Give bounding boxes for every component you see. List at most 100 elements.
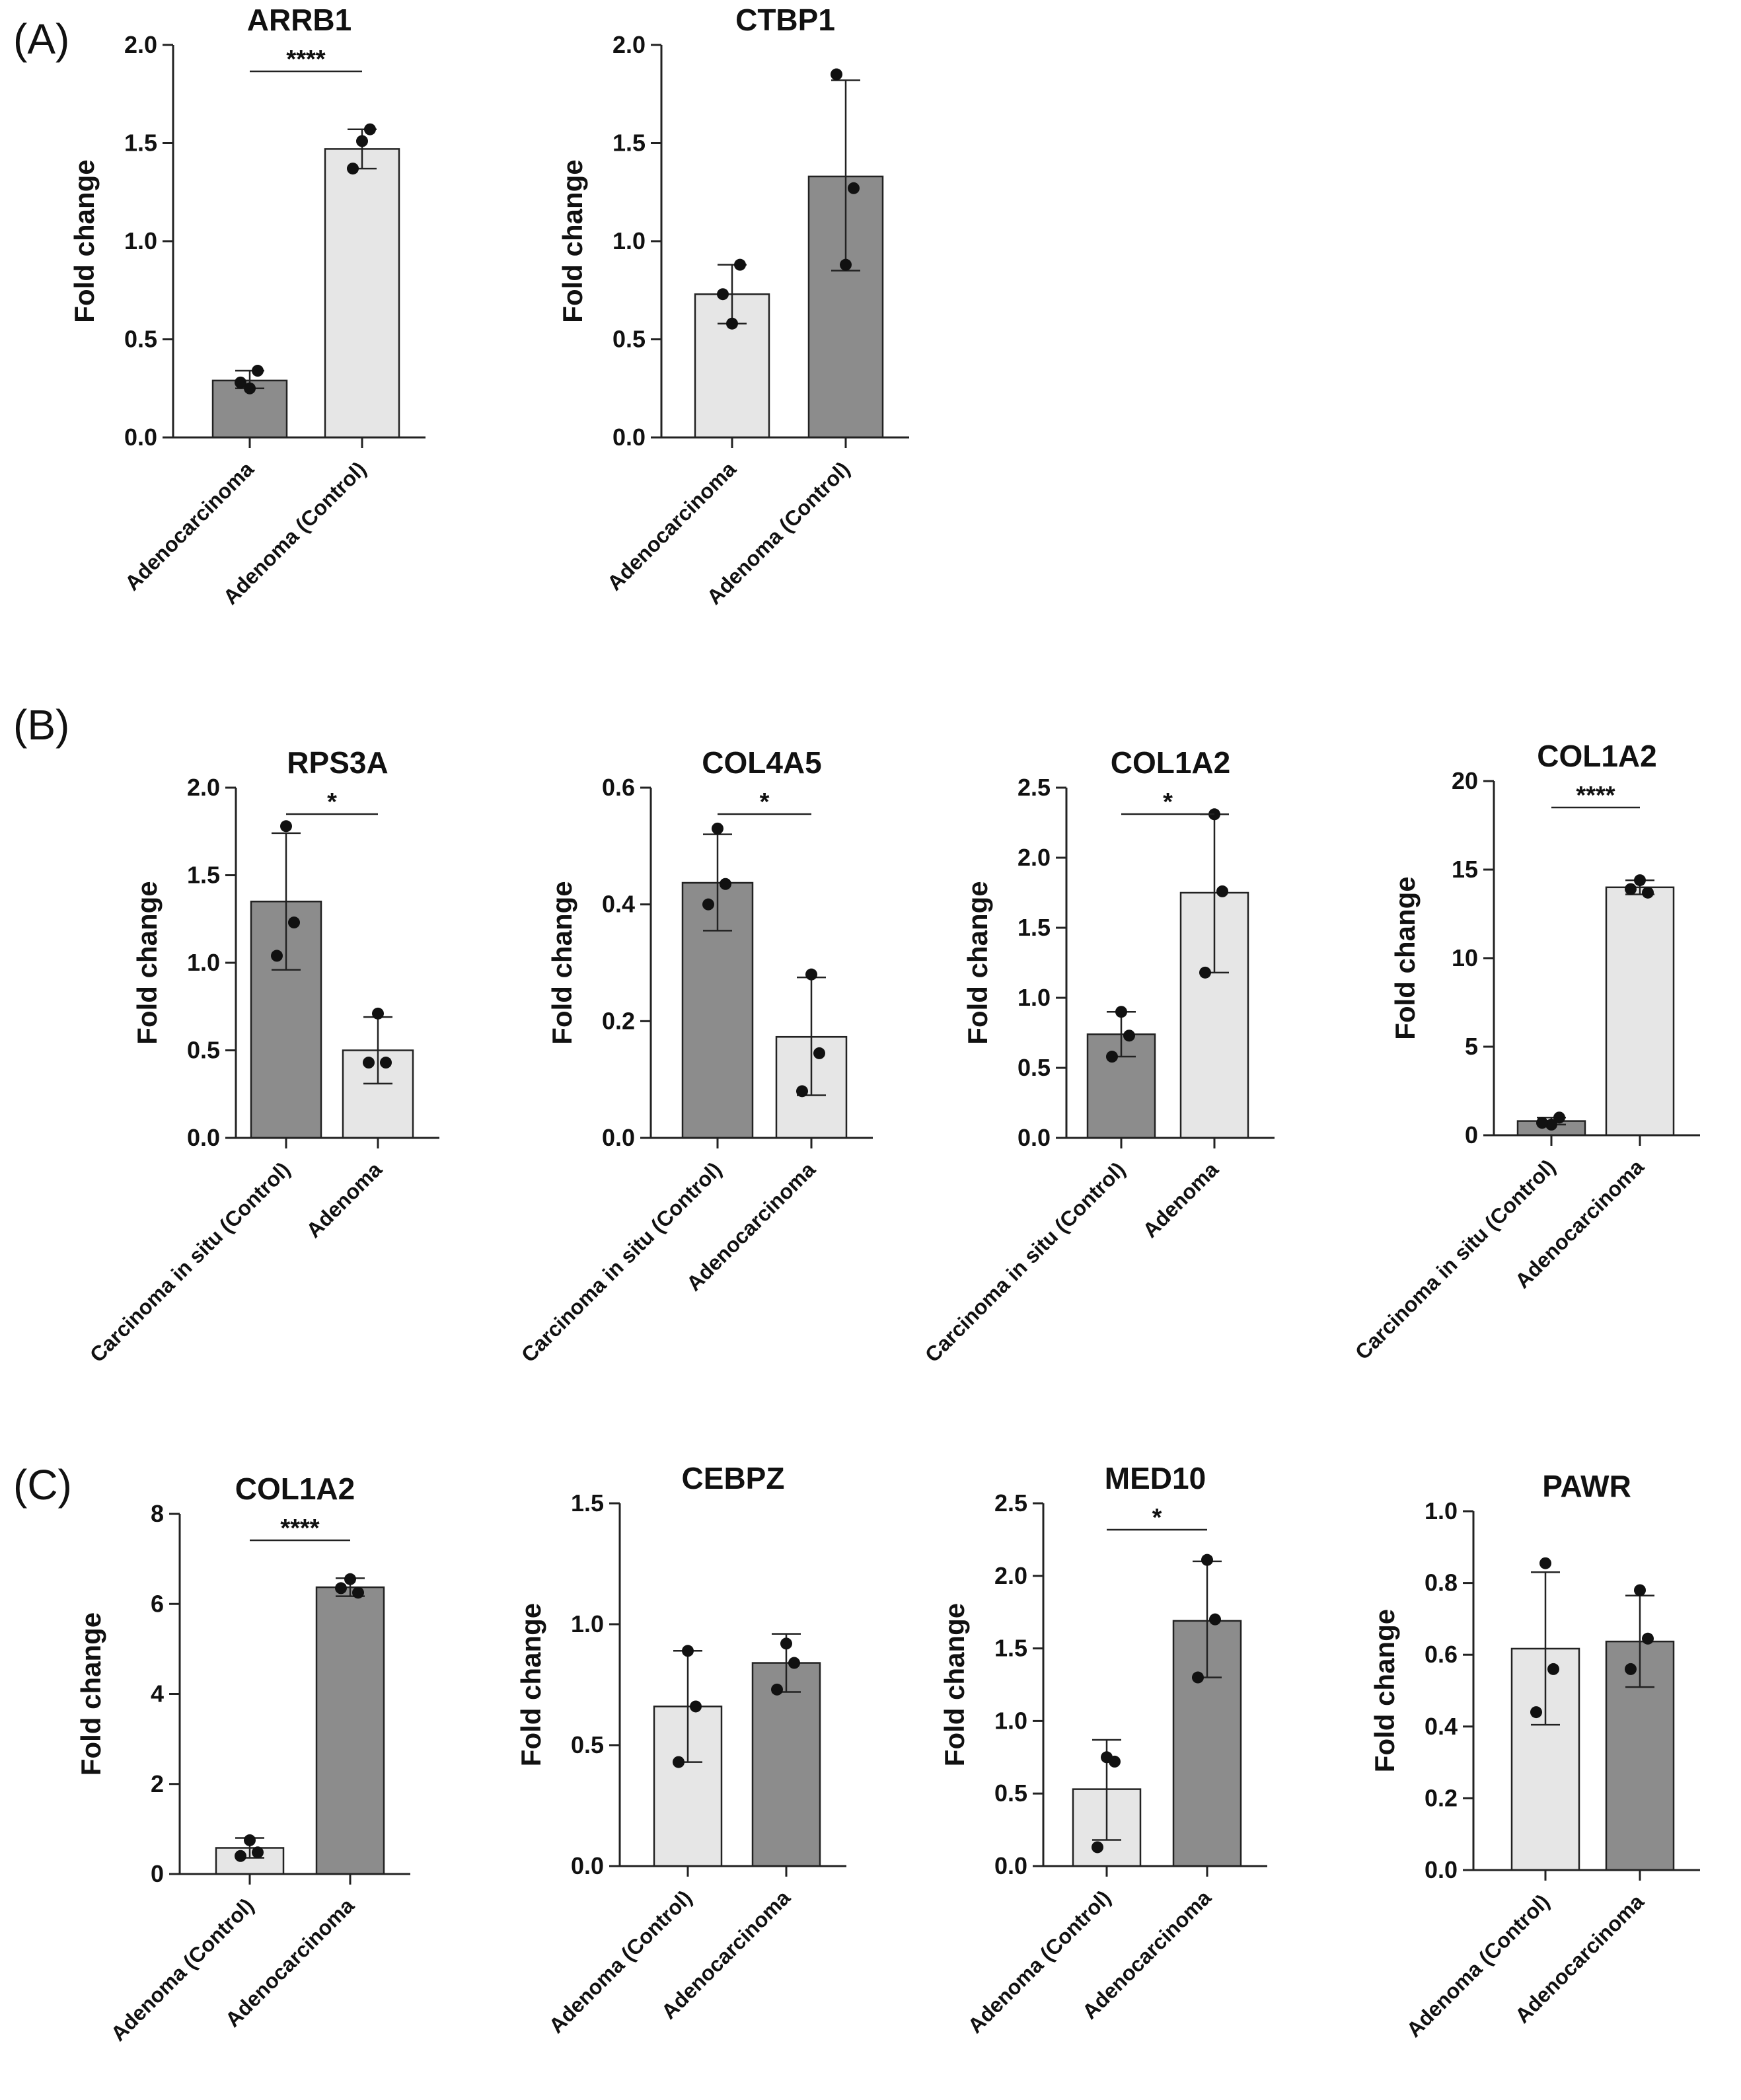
data-point-group-1: [1106, 1051, 1118, 1063]
data-point-group-2: [1625, 883, 1637, 895]
y-tick-label: 6: [151, 1590, 164, 1617]
data-point-group-2: [780, 1637, 792, 1650]
chart-title: COL1A2: [235, 1472, 355, 1506]
category-label-1: Carcinoma in situ (Control): [517, 1157, 726, 1367]
data-point-group-1: [235, 1850, 246, 1862]
y-tick-label: 0.5: [187, 1037, 220, 1064]
y-axis-label: Fold change: [69, 159, 100, 322]
data-point-group-2: [1209, 1613, 1221, 1626]
y-axis-label: Fold change: [1369, 1609, 1400, 1772]
data-point-group-2: [347, 163, 359, 175]
data-point-group-2: [380, 1057, 392, 1069]
y-tick-label: 2.0: [994, 1562, 1027, 1589]
data-point-group-1: [1092, 1841, 1103, 1854]
y-tick-label: 2.0: [1018, 844, 1051, 871]
data-point-group-2: [796, 1085, 808, 1098]
y-tick-label: 0.5: [994, 1780, 1027, 1807]
chart-title: CEBPZ: [682, 1461, 785, 1495]
data-point-group-2: [335, 1582, 347, 1594]
y-tick-label: 0.6: [602, 774, 635, 801]
data-point-group-1: [1530, 1706, 1542, 1719]
data-point-group-1: [673, 1756, 685, 1768]
panel-label-a: (A): [13, 15, 70, 63]
y-axis-label: Fold change: [1389, 876, 1421, 1039]
y-tick-label: 2.5: [994, 1489, 1027, 1517]
y-tick-label: 0.5: [124, 326, 157, 353]
y-tick-label: 1.0: [571, 1610, 604, 1637]
y-tick-label: 0.0: [1425, 1856, 1458, 1883]
y-tick-label: 1.5: [124, 130, 157, 157]
data-point-group-2: [1642, 886, 1654, 899]
y-tick-label: 1.0: [612, 227, 646, 254]
chart-title: RPS3A: [287, 745, 388, 780]
y-tick-label: 0.8: [1425, 1569, 1458, 1596]
y-axis-label: Fold change: [962, 881, 993, 1044]
y-tick-label: 1.5: [187, 862, 220, 889]
y-tick-label: 0.5: [571, 1731, 604, 1758]
data-point-group-2: [1199, 966, 1211, 979]
y-axis-label: Fold change: [131, 881, 163, 1044]
data-point-group-2: [1642, 1632, 1654, 1645]
y-tick-label: 1.0: [1018, 984, 1051, 1011]
y-axis-label: Fold change: [515, 1603, 546, 1766]
bar-group-2: [751, 1662, 821, 1867]
data-point-group-1: [1545, 1118, 1557, 1131]
data-point-group-2: [1634, 1584, 1646, 1596]
significance-marker: *: [327, 788, 337, 816]
data-point-group-1: [271, 950, 283, 962]
y-tick-label: 0.2: [602, 1007, 635, 1034]
data-point-group-1: [288, 917, 300, 929]
y-tick-label: 0.6: [1425, 1641, 1458, 1668]
y-tick-label: 8: [151, 1500, 164, 1527]
data-point-group-2: [813, 1047, 825, 1059]
data-point-group-1: [717, 288, 729, 301]
chart-5-col1a2: COL1A2 Fold change 0.0 0.5 1.0 1.5 2.0 2.5 Carci…: [920, 745, 1275, 1367]
category-label-2: Adenoma: [1138, 1157, 1223, 1242]
significance-marker: *: [1152, 1504, 1162, 1532]
chart-title: ARRB1: [247, 3, 352, 37]
y-tick-label: 0.0: [124, 424, 157, 451]
data-point-group-2: [1201, 1554, 1213, 1566]
data-point-group-1: [702, 898, 714, 911]
data-point-group-2: [771, 1683, 783, 1696]
data-point-group-1: [734, 258, 746, 271]
bar-group-2: [324, 148, 400, 439]
data-point-group-2: [1216, 885, 1228, 897]
data-point-group-2: [831, 68, 842, 81]
chart-title: COL1A2: [1111, 745, 1230, 780]
data-point-group-1: [244, 1834, 256, 1846]
significance-marker: ****: [1576, 782, 1615, 809]
y-tick-label: 2: [151, 1770, 164, 1797]
y-tick-label: 0.0: [602, 1124, 635, 1151]
significance-marker: ****: [286, 46, 325, 73]
data-point-group-2: [788, 1657, 800, 1669]
bar-group-1: [681, 881, 754, 1139]
data-point-group-2: [840, 258, 852, 271]
y-tick-label: 0.0: [187, 1124, 220, 1151]
data-point-group-2: [364, 123, 376, 135]
y-tick-label: 1.5: [612, 130, 646, 157]
y-tick-label: 0.2: [1425, 1784, 1458, 1811]
data-point-group-1: [244, 382, 256, 394]
data-point-group-1: [1109, 1755, 1121, 1768]
y-tick-label: 1.0: [187, 949, 220, 976]
data-point-group-1: [252, 365, 264, 377]
y-tick-label: 0.0: [994, 1852, 1027, 1879]
data-point-group-2: [1625, 1663, 1637, 1675]
y-tick-label: 15: [1452, 856, 1478, 883]
data-point-group-2: [344, 1573, 356, 1585]
y-tick-label: 1.0: [124, 227, 157, 254]
y-tick-label: 0.5: [1018, 1054, 1051, 1081]
y-tick-label: 1.0: [994, 1707, 1027, 1734]
y-tick-label: 0.4: [1425, 1713, 1458, 1740]
y-tick-label: 0: [151, 1860, 164, 1887]
data-point-group-1: [1115, 1006, 1127, 1018]
chart-4-col4a5: COL4A5 Fold change 0.0 0.2 0.4 0.6 Carcinoma i…: [517, 745, 873, 1367]
data-point-group-1: [712, 822, 723, 835]
chart-title: PAWR: [1542, 1469, 1631, 1503]
data-point-group-1: [235, 376, 246, 389]
category-label-2: Adenoma: [301, 1157, 387, 1242]
